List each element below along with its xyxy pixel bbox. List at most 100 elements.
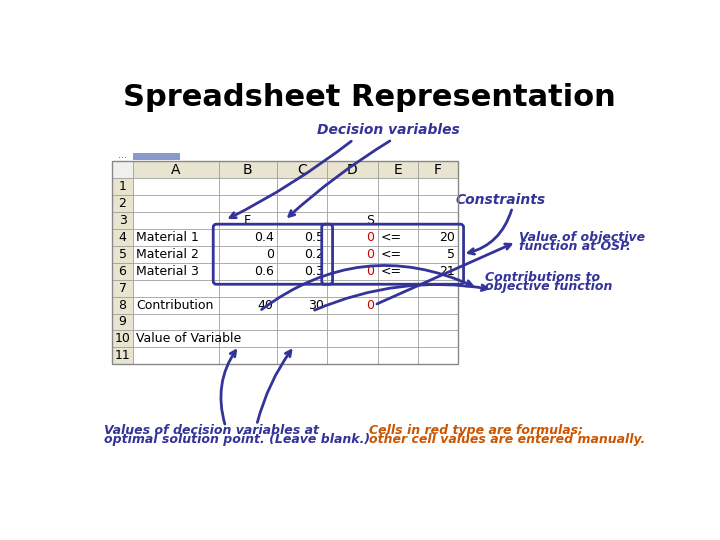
Bar xyxy=(377,280,418,296)
Bar xyxy=(418,246,458,262)
Text: 0: 0 xyxy=(266,248,274,261)
Text: D: D xyxy=(347,163,358,177)
Bar xyxy=(219,212,276,229)
Text: objective function: objective function xyxy=(485,280,613,293)
Text: C: C xyxy=(297,163,307,177)
Text: F: F xyxy=(434,163,442,177)
Bar xyxy=(327,229,377,246)
Bar xyxy=(276,195,327,212)
Text: 0.5: 0.5 xyxy=(304,231,324,244)
Text: function at OSP.: function at OSP. xyxy=(519,240,631,253)
Text: other cell values are entered manually.: other cell values are entered manually. xyxy=(369,433,645,446)
Text: F: F xyxy=(244,214,251,227)
Text: 11: 11 xyxy=(114,349,130,362)
Bar xyxy=(377,161,418,178)
Text: 4: 4 xyxy=(119,231,127,244)
Bar xyxy=(377,195,418,212)
Text: 10: 10 xyxy=(114,333,130,346)
Bar xyxy=(219,161,276,178)
Bar xyxy=(219,229,276,246)
Bar xyxy=(418,178,458,195)
Text: 8: 8 xyxy=(119,299,127,312)
Bar xyxy=(112,280,133,296)
Bar xyxy=(219,178,276,195)
Bar xyxy=(377,246,418,262)
Text: <=: <= xyxy=(381,231,402,244)
Text: ...: ... xyxy=(118,150,127,160)
Text: 5: 5 xyxy=(119,248,127,261)
Text: 0: 0 xyxy=(366,248,374,261)
Text: B: B xyxy=(243,163,253,177)
Bar xyxy=(276,330,327,347)
Bar xyxy=(112,178,133,195)
Bar xyxy=(418,280,458,296)
Bar xyxy=(219,296,276,314)
Bar xyxy=(219,330,276,347)
Bar xyxy=(112,296,133,314)
Text: 9: 9 xyxy=(119,315,127,328)
Bar xyxy=(112,314,133,330)
Bar xyxy=(327,330,377,347)
Bar xyxy=(377,347,418,365)
Bar xyxy=(112,161,458,364)
Text: 0.4: 0.4 xyxy=(254,231,274,244)
Bar xyxy=(276,212,327,229)
Bar xyxy=(112,330,133,347)
Text: 0.3: 0.3 xyxy=(304,265,324,278)
Bar xyxy=(418,212,458,229)
Bar xyxy=(112,347,133,365)
Bar xyxy=(276,314,327,330)
Text: 40: 40 xyxy=(258,299,274,312)
Bar xyxy=(219,280,276,296)
Bar xyxy=(276,262,327,280)
Bar xyxy=(377,212,418,229)
Bar xyxy=(377,229,418,246)
Bar xyxy=(112,195,133,212)
Bar xyxy=(276,178,327,195)
Text: 0: 0 xyxy=(366,231,374,244)
Text: 0.2: 0.2 xyxy=(304,248,324,261)
Text: Contribution: Contribution xyxy=(137,299,214,312)
Bar xyxy=(133,161,219,178)
Text: 20: 20 xyxy=(439,231,455,244)
Text: Constraints: Constraints xyxy=(456,193,546,206)
Text: <=: <= xyxy=(381,248,402,261)
Text: Value of Variable: Value of Variable xyxy=(137,333,242,346)
Text: 5: 5 xyxy=(447,248,455,261)
Bar xyxy=(327,161,377,178)
Text: 0.6: 0.6 xyxy=(254,265,274,278)
Text: Values of decision variables at: Values of decision variables at xyxy=(104,424,319,437)
Text: 1: 1 xyxy=(119,180,127,193)
Text: <=: <= xyxy=(381,265,402,278)
Bar xyxy=(327,347,377,365)
Bar xyxy=(276,229,327,246)
Bar xyxy=(219,314,276,330)
Text: E: E xyxy=(393,163,402,177)
Bar xyxy=(112,212,133,229)
Bar xyxy=(276,296,327,314)
Bar xyxy=(276,161,327,178)
Text: optimal solution point. (Leave blank.): optimal solution point. (Leave blank.) xyxy=(104,433,370,446)
Text: 0: 0 xyxy=(366,265,374,278)
Bar xyxy=(133,330,219,347)
Bar xyxy=(418,296,458,314)
Bar xyxy=(133,178,219,195)
Text: Value of objective: Value of objective xyxy=(519,231,645,244)
Bar xyxy=(133,296,219,314)
Bar xyxy=(112,262,133,280)
Text: 3: 3 xyxy=(119,214,127,227)
Bar xyxy=(276,280,327,296)
Bar xyxy=(133,314,219,330)
Bar xyxy=(418,262,458,280)
Bar xyxy=(133,229,219,246)
Bar xyxy=(327,246,377,262)
Bar xyxy=(418,195,458,212)
Bar xyxy=(327,262,377,280)
Bar xyxy=(418,330,458,347)
Text: 30: 30 xyxy=(308,299,324,312)
Bar xyxy=(327,212,377,229)
Bar xyxy=(133,262,219,280)
Bar xyxy=(133,212,219,229)
Bar xyxy=(133,246,219,262)
Bar xyxy=(327,314,377,330)
